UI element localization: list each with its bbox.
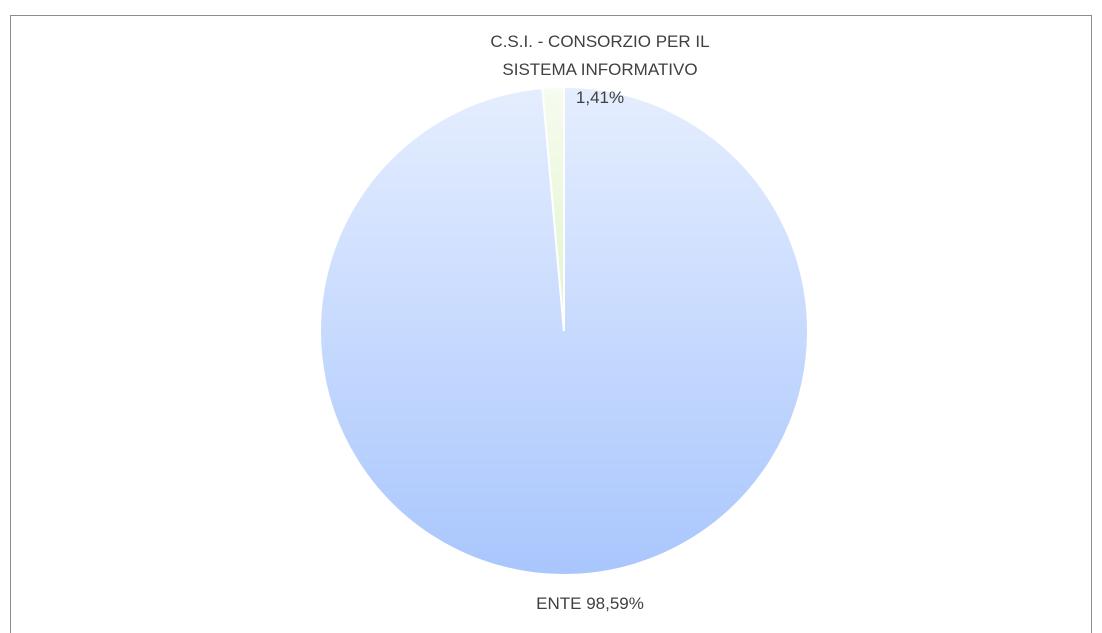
slice-category: C.S.I. - CONSORZIO PER IL SISTEMA INFORM… xyxy=(490,32,710,79)
slices xyxy=(319,85,809,576)
slice-label: C.S.I. - CONSORZIO PER IL SISTEMA INFORM… xyxy=(490,28,710,112)
slice-category: ENTE xyxy=(536,594,582,613)
slice-value-label: 1,41% xyxy=(575,88,625,107)
slice-shading xyxy=(542,87,564,331)
chart-frame xyxy=(10,15,1092,633)
slice-label: ENTE 98,59% xyxy=(440,590,740,618)
slice-value-label: 98,59% xyxy=(586,594,644,613)
